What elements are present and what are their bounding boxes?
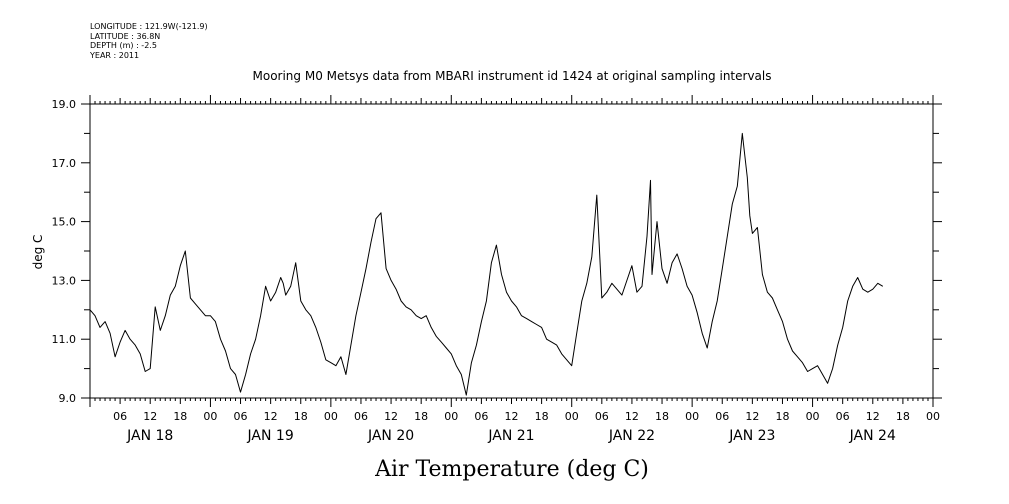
hour-tick-label: 00	[444, 410, 458, 423]
day-label: JAN 19	[247, 428, 294, 444]
plot-frame	[89, 103, 934, 399]
hour-tick-label: 00	[806, 410, 820, 423]
depth-text: DEPTH (m) : -2.5	[90, 41, 157, 50]
hour-tick-label: 18	[535, 410, 549, 423]
hour-tick-label: 06	[234, 410, 248, 423]
year-text: YEAR : 2011	[90, 50, 140, 60]
hour-tick-label: 00	[685, 410, 699, 423]
tick-marks	[81, 95, 942, 407]
hour-tick-label: 06	[354, 410, 368, 423]
hour-tick-label: 12	[745, 410, 759, 423]
hour-tick-label: 12	[143, 410, 157, 423]
hour-tick-labels: 06 12 18 00 06 12 18 00 06 12 18 00 06 12 18 00 06 12 18 00…	[113, 410, 940, 423]
metadata-block: LONGITUDE : 121.9W(-121.9) LATITUDE : 36…	[90, 22, 208, 60]
hour-tick-label: 18	[775, 410, 789, 423]
day-label: JAN 23	[728, 428, 775, 444]
y-tick-label: 19.0	[52, 98, 77, 111]
hour-tick-label: 12	[866, 410, 880, 423]
hour-tick-label: 00	[324, 410, 338, 423]
day-labels: JAN 18 JAN 19 JAN 20 JAN 21 JAN 22 JAN 23 JAN …	[126, 428, 896, 444]
y-tick-label: 17.0	[52, 157, 77, 170]
hour-tick-label: 18	[414, 410, 428, 423]
day-label: JAN 22	[608, 428, 655, 444]
hour-tick-label: 06	[113, 410, 127, 423]
y-tick-label: 15.0	[52, 216, 77, 229]
hour-tick-label: 18	[294, 410, 308, 423]
hour-tick-label: 18	[173, 410, 187, 423]
x-axis-label: Air Temperature (deg C)	[374, 457, 649, 482]
y-tick-label: 13.0	[52, 274, 77, 287]
hour-tick-label: 00	[565, 410, 579, 423]
day-label: JAN 24	[849, 428, 896, 444]
hour-tick-label: 12	[264, 410, 278, 423]
hour-tick-label: 06	[715, 410, 729, 423]
hour-tick-label: 06	[595, 410, 609, 423]
longitude-text: LONGITUDE : 121.9W(-121.9)	[90, 22, 208, 31]
hour-tick-label: 18	[896, 410, 910, 423]
hour-tick-label: 00	[926, 410, 940, 423]
latitude-text: LATITUDE : 36.8N	[90, 31, 161, 41]
y-tick-label: 11.0	[52, 333, 77, 346]
day-label: JAN 18	[126, 428, 173, 444]
hour-tick-label: 00	[203, 410, 217, 423]
y-axis-label: deg C	[31, 235, 45, 270]
chart-title: Mooring M0 Metsys data from MBARI instru…	[253, 69, 772, 83]
hour-tick-label: 06	[474, 410, 488, 423]
hour-tick-label: 06	[836, 410, 850, 423]
hour-tick-label: 12	[625, 410, 639, 423]
hour-tick-label: 18	[655, 410, 669, 423]
day-label: JAN 21	[487, 428, 534, 444]
y-tick-label: 9.0	[59, 392, 77, 405]
series-line-air-temperature	[89, 132, 884, 396]
day-label: JAN 20	[367, 428, 414, 444]
y-tick-labels: 9.0 11.0 13.0 15.0 17.0 19.0	[52, 98, 77, 405]
hour-tick-label: 12	[505, 410, 519, 423]
hour-tick-label: 12	[384, 410, 398, 423]
